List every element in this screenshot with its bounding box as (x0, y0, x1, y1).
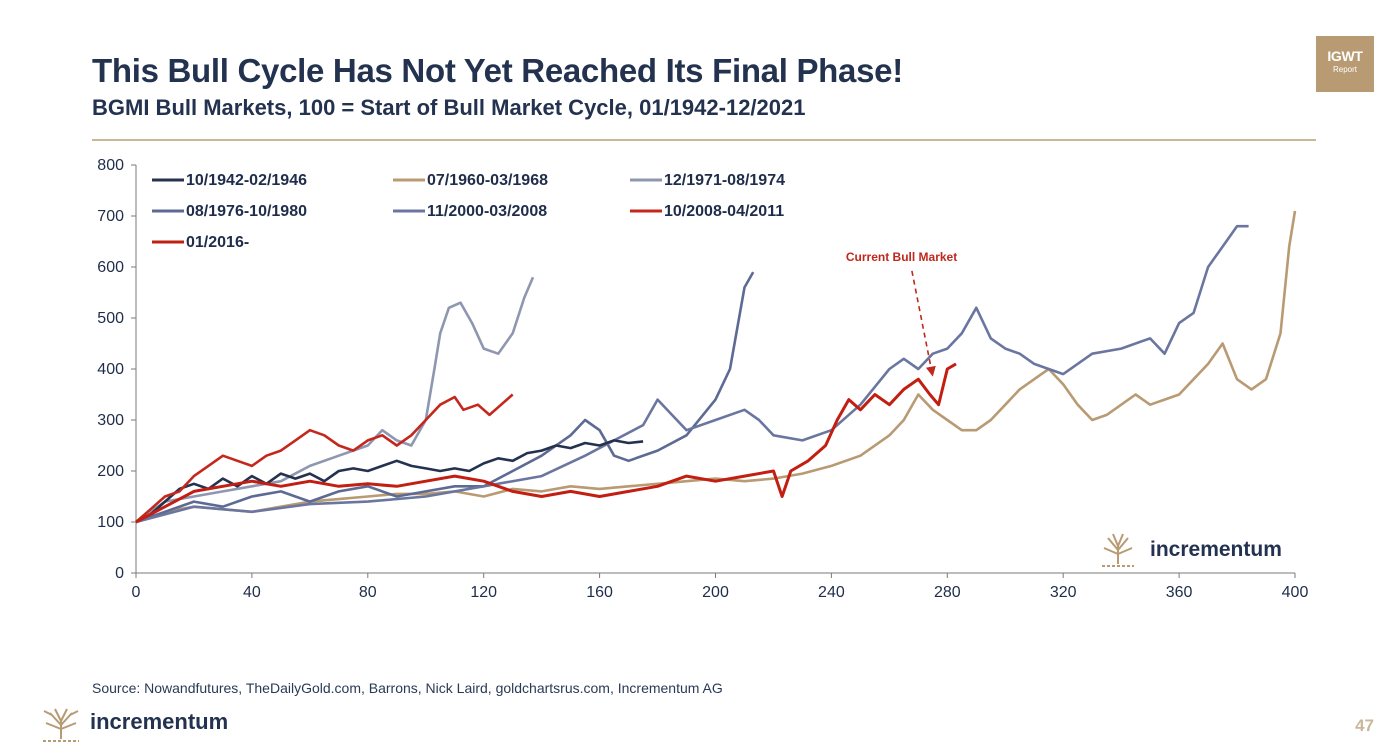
y-tick-label: 700 (97, 208, 124, 225)
y-tick-label: 100 (97, 514, 124, 531)
page-number: 47 (1355, 716, 1374, 735)
series-line-1 (135, 210, 1297, 524)
x-tick-label: 360 (1166, 584, 1193, 601)
badge-title: IGWT (1327, 48, 1363, 64)
igwt-report-badge: IGWT Report (1316, 36, 1374, 92)
y-tick-label: 500 (97, 310, 124, 327)
source-note: Source: Nowandfutures, TheDailyGold.com,… (92, 680, 723, 696)
x-tick-label: 400 (1282, 584, 1309, 601)
tree-logo-stroke (1112, 533, 1119, 547)
tree-logo-icon (43, 708, 79, 742)
tree-logo-stroke (1103, 547, 1119, 555)
legend-label: 12/1971-08/1974 (664, 172, 785, 189)
annotation-label: Current Bull Market (846, 250, 957, 264)
x-tick-label: 80 (359, 584, 377, 601)
y-tick-label: 0 (115, 565, 124, 582)
chart-brand-name: incrementum (1150, 538, 1282, 561)
y-tick-label: 800 (97, 157, 124, 174)
x-tick-label: 240 (818, 584, 845, 601)
legend-label: 10/2008-04/2011 (664, 203, 784, 220)
legend-label: 11/2000-03/2008 (427, 203, 547, 220)
x-tick-label: 160 (586, 584, 613, 601)
tree-logo-stroke (1117, 533, 1124, 547)
page-title: This Bull Cycle Has Not Yet Reached Its … (92, 52, 903, 89)
chart-series (135, 210, 1297, 524)
legend-label: 01/2016- (186, 234, 249, 251)
page-subtitle: BGMI Bull Markets, 100 = Start of Bull M… (92, 95, 806, 120)
x-tick-label: 120 (470, 584, 497, 601)
x-tick-label: 280 (934, 584, 961, 601)
legend-label: 10/1942-02/1946 (186, 172, 307, 189)
footer-brand-name: incrementum (90, 709, 229, 734)
tree-logo-stroke (1117, 537, 1129, 551)
y-tick-label: 300 (97, 412, 124, 429)
x-tick-label: 0 (132, 584, 141, 601)
annotation-arrow-head (925, 365, 936, 377)
tree-logo-stroke (1107, 537, 1119, 551)
x-tick-label: 40 (243, 584, 261, 601)
series-line-0 (135, 439, 644, 524)
legend-label: 07/1960-03/1968 (427, 172, 548, 189)
badge-subtitle: Report (1332, 65, 1357, 74)
header-divider (92, 139, 1316, 141)
chart-legend: 10/1942-02/1946 07/1960-03/1968 12/1971-08… (152, 172, 785, 251)
series-line-4 (135, 224, 1249, 524)
series-line-6 (135, 362, 957, 524)
y-tick-label: 200 (97, 463, 124, 480)
chart-axes: 0 100 200 300 400 500 600 700 800 0 40 80 120 160 200 2… (97, 157, 1308, 601)
annotation-arrow-line (911, 270, 934, 377)
y-tick-label: 600 (97, 259, 124, 276)
tree-logo-icon (1102, 533, 1134, 567)
footer-brand: incrementum (38, 703, 278, 743)
series-line-5 (135, 393, 514, 523)
chart-annotation: Current Bull Market (846, 250, 957, 377)
tree-logo-stroke (1117, 547, 1133, 555)
chart-brand-logo: incrementum (1102, 533, 1282, 567)
series-line-2 (135, 276, 535, 524)
series-line-3 (135, 271, 755, 524)
x-tick-label: 200 (702, 584, 729, 601)
x-tick-label: 320 (1050, 584, 1077, 601)
y-tick-label: 400 (97, 361, 124, 378)
legend-label: 08/1976-10/1980 (186, 203, 307, 220)
